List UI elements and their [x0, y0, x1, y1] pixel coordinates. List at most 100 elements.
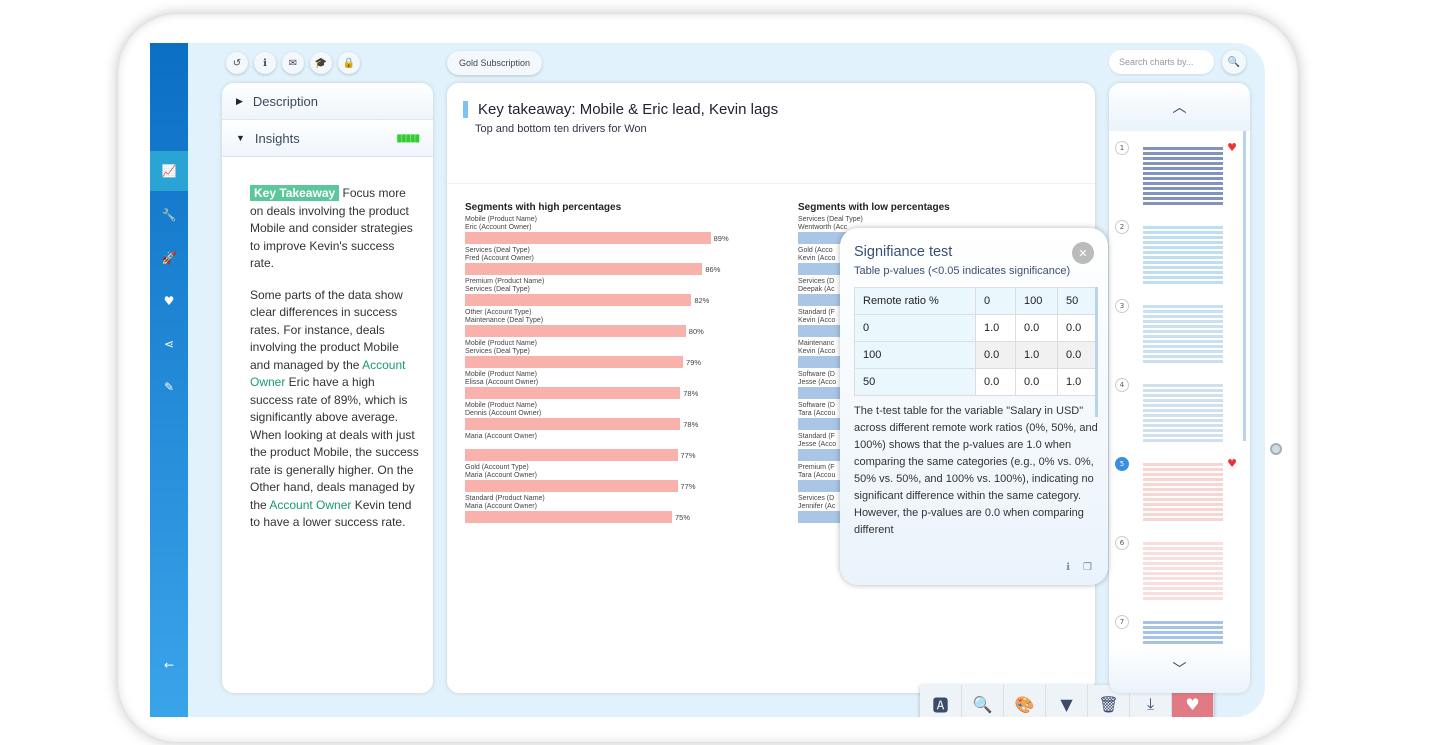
close-icon[interactable]: ✕: [1072, 242, 1094, 264]
insights-accordion[interactable]: ▼ Insights ▮▮▮▮▮: [222, 120, 433, 157]
chart-line-icon[interactable]: 📈: [150, 151, 188, 191]
heart-icon[interactable]: ♥: [163, 294, 175, 308]
insights-text: Key Takeaway Focus more on deals involvi…: [222, 157, 433, 532]
mail-icon[interactable]: ✉: [282, 52, 304, 74]
chevron-down-icon[interactable]: ﹀: [1109, 645, 1250, 693]
key-takeaway-badge: Key Takeaway: [250, 185, 340, 201]
bar[interactable]: [465, 511, 672, 523]
bar-label: Services (D: [798, 278, 835, 285]
share-icon[interactable]: ⋖: [163, 337, 175, 351]
filter-icon[interactable]: ▼: [1046, 685, 1088, 717]
ai-icon[interactable]: 🅰: [920, 685, 962, 717]
bar-value-label: 78%: [683, 420, 699, 429]
bar[interactable]: [465, 232, 711, 244]
favorite-heart-icon[interactable]: ♥: [1227, 141, 1237, 154]
popup-description: The t-test table for the variable "Salar…: [854, 405, 1098, 536]
table-header: 50: [1057, 287, 1096, 315]
page-subtitle: Top and bottom ten drivers for Won: [475, 123, 647, 135]
bar-label: Elissa (Account Owner): [465, 379, 539, 386]
insight-level-indicator: ▮▮▮▮▮: [396, 132, 419, 144]
chart-title: Segments with high percentages: [465, 202, 622, 213]
bar-label: Mobile (Product Name): [465, 340, 537, 347]
cell: 1.0: [975, 314, 1016, 342]
insight-text: Some parts of the data show clear differ…: [250, 287, 403, 372]
search-input[interactable]: Search charts by...: [1109, 50, 1214, 74]
analysis-icon[interactable]: 🔍: [962, 685, 1004, 717]
bar-label: Premium (F: [798, 464, 835, 471]
bar[interactable]: [465, 325, 686, 337]
home-button[interactable]: [1270, 443, 1282, 455]
thumbnail-number: 3: [1115, 299, 1129, 313]
thumbnail-number: 5: [1115, 457, 1129, 471]
bar[interactable]: [465, 480, 678, 492]
chart-thumbnail[interactable]: 1 ♥: [1115, 141, 1237, 211]
bar-segment: Maria (Account Owner) 77%: [465, 433, 765, 464]
cell: 0.0: [1015, 314, 1058, 342]
page-title: Key takeaway: Mobile & Eric lead, Kevin …: [463, 101, 778, 118]
info-icon[interactable]: ℹ: [1066, 562, 1070, 573]
chart-thumbnail[interactable]: 3: [1115, 299, 1237, 369]
bar[interactable]: [465, 387, 681, 399]
popup-scrollbar[interactable]: [1095, 287, 1098, 417]
significance-test-popup: Signifiance test Table p-values (<0.05 i…: [840, 228, 1108, 585]
cell: 1.0: [1057, 368, 1096, 396]
bar-label: Premium (Product Name): [465, 278, 545, 285]
account-owner-link[interactable]: Account Owner: [250, 357, 406, 390]
bar-label: Dennis (Account Owner): [465, 410, 542, 417]
bar[interactable]: [465, 449, 678, 461]
lock-icon[interactable]: 🔒: [338, 52, 360, 74]
popup-title: Signifiance test: [854, 244, 953, 260]
bar[interactable]: [465, 263, 703, 275]
bar-value-label: 77%: [680, 451, 696, 460]
description-accordion[interactable]: ▶ Description: [222, 83, 433, 120]
thumbnail-panel: ︿ 1 ♥ 2 3 4 5 ♥ 6 7 ﹀: [1109, 83, 1250, 693]
bar-label: Services (Deal Type): [465, 348, 530, 355]
thumbnail-number: 4: [1115, 378, 1129, 392]
search-icon[interactable]: 🔍: [1222, 50, 1246, 74]
rocket-icon[interactable]: 🚀: [161, 251, 177, 265]
bar-value-label: 77%: [680, 482, 696, 491]
edit-icon[interactable]: ✎: [163, 380, 175, 394]
bar[interactable]: [465, 294, 692, 306]
copy-icon[interactable]: ❐: [1083, 562, 1092, 573]
thumbnail-number: 1: [1115, 141, 1129, 155]
bar-value-label: 75%: [675, 513, 691, 522]
bar-segment: Mobile (Product Name) Dennis (Account Own…: [465, 402, 765, 433]
bar-label: Other (Account Type): [465, 309, 532, 316]
graduation-cap-icon[interactable]: 🎓: [310, 52, 332, 74]
wrench-icon[interactable]: 🔧: [161, 208, 177, 222]
bar[interactable]: [465, 418, 681, 430]
chart-thumbnail[interactable]: 4: [1115, 378, 1237, 448]
bar-label: Kevin (Acco: [798, 317, 836, 324]
cell: 0.0: [1015, 368, 1058, 396]
chart-thumbnail[interactable]: 6: [1115, 536, 1237, 606]
chart-thumbnail[interactable]: 5 ♥: [1115, 457, 1237, 527]
info-icon[interactable]: ℹ: [254, 52, 276, 74]
bar-segment: Mobile (Product Name) Services (Deal Type…: [465, 340, 765, 371]
subscription-button[interactable]: Gold Subscription: [447, 51, 543, 75]
bar-segment: Standard (Product Name) Maria (Account Ow…: [465, 495, 765, 526]
bar-label: Services (D: [798, 495, 835, 502]
chevron-up-icon[interactable]: ︿: [1109, 83, 1250, 131]
palette-icon[interactable]: 🎨: [1004, 685, 1046, 717]
arrow-left-icon[interactable]: ←: [163, 658, 175, 672]
bar-segment: Premium (Product Name) Services (Deal Typ…: [465, 278, 765, 309]
bar-label: Maintenanc: [798, 340, 835, 347]
chart-title: Segments with low percentages: [798, 202, 950, 213]
account-owner-link[interactable]: Account Owner: [269, 497, 352, 512]
table-header: 100: [1015, 287, 1058, 315]
insight-text: Eric have a high success rate of 89%, wh…: [250, 375, 419, 512]
table-header: Remote ratio %: [854, 287, 976, 315]
scrollbar[interactable]: [1243, 131, 1246, 441]
favorite-heart-icon[interactable]: ♥: [1227, 457, 1237, 470]
cell: 1.0: [1015, 341, 1058, 369]
history-icon[interactable]: ↺: [226, 52, 248, 74]
bar-label: Services (Deal Type): [465, 286, 530, 293]
thumbnail-preview: [1143, 542, 1223, 600]
chart-thumbnail[interactable]: 2: [1115, 220, 1237, 290]
bar[interactable]: [465, 356, 684, 368]
bar-label: Jesse (Acco: [798, 379, 837, 386]
high-percentages-chart: Segments with high percentages Mobile (Pr…: [465, 202, 765, 526]
caret-down-icon: ▼: [236, 133, 245, 143]
caret-right-icon: ▶: [236, 95, 243, 106]
